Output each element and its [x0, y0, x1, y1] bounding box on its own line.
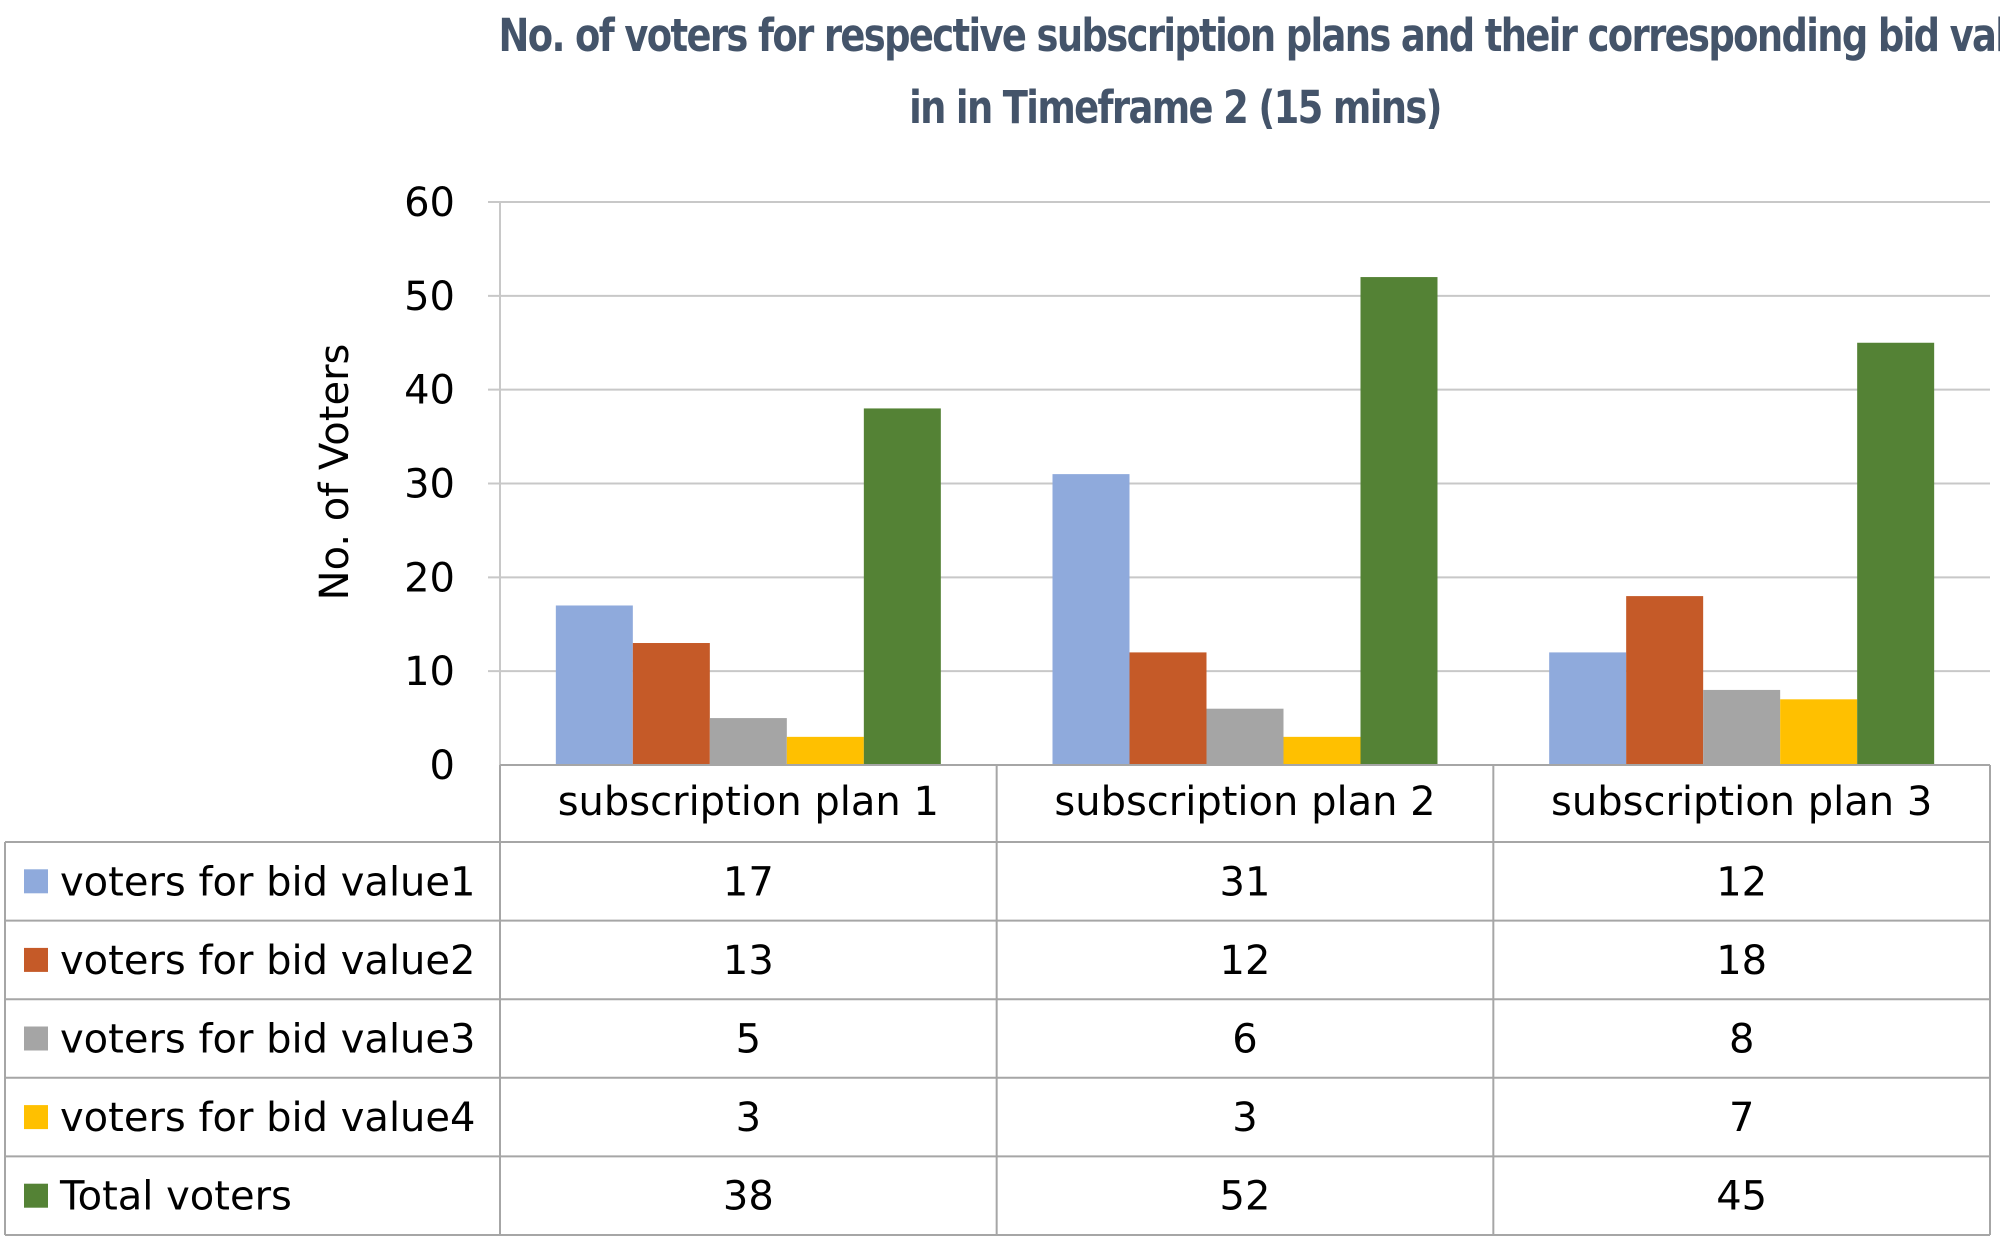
category-label: subscription plan 2 [1054, 779, 1435, 825]
data-label: 3 [736, 1095, 761, 1141]
data-label: 17 [723, 859, 774, 905]
y-tick-label: 0 [430, 743, 455, 789]
y-tick-label: 50 [404, 274, 455, 320]
bar [1857, 342, 1935, 765]
y-tick-label: 10 [404, 649, 455, 695]
data-table: subscription plan 1 subscription plan 2 su… [4, 764, 1991, 1236]
bar [1052, 474, 1130, 765]
bar [1703, 689, 1781, 765]
bar [1206, 708, 1284, 765]
series-name: Total voters [59, 1174, 292, 1220]
data-label: 38 [723, 1174, 774, 1220]
y-tick-label: 60 [404, 180, 455, 226]
chart-title-block: No. of voters for respective subscriptio… [498, 0, 2000, 144]
series-name: voters for bid value4 [60, 1095, 475, 1141]
data-label: 5 [736, 1017, 761, 1063]
bar [786, 736, 864, 765]
gridlines [488, 201, 1990, 765]
data-label: 7 [1729, 1095, 1754, 1141]
data-label: 12 [1716, 859, 1767, 905]
y-tick-label: 30 [404, 462, 455, 508]
bar [709, 718, 787, 765]
chart-subtitle: in in Timeframe 2 (15 mins) [909, 81, 1442, 134]
legend-swatch [24, 1183, 48, 1208]
bar [632, 643, 710, 765]
data-label: 18 [1716, 938, 1767, 984]
bar [1626, 596, 1704, 765]
y-tick-label: 20 [404, 555, 455, 601]
data-label: 13 [723, 938, 774, 984]
legend-swatch [24, 947, 48, 972]
bar [1780, 699, 1858, 765]
series-name: voters for bid value2 [60, 938, 475, 984]
bars [555, 277, 1935, 765]
category-label: subscription plan 1 [558, 779, 939, 825]
data-label: 6 [1232, 1017, 1257, 1063]
data-label: 45 [1716, 1174, 1767, 1220]
bar [1283, 736, 1361, 765]
legend-swatch [24, 1105, 48, 1130]
bar [1549, 652, 1627, 765]
bar [863, 408, 941, 765]
category-label: subscription plan 3 [1551, 779, 1932, 825]
data-label: 12 [1220, 938, 1271, 984]
legend-swatch [24, 869, 48, 894]
series-name: voters for bid value1 [60, 859, 475, 905]
y-axis-label: No. of Voters [312, 344, 358, 601]
bar [555, 605, 633, 765]
bar [1129, 652, 1207, 765]
y-tick-label: 40 [404, 368, 455, 414]
series-name: voters for bid value3 [60, 1017, 475, 1063]
data-label: 8 [1729, 1017, 1754, 1063]
bar [1360, 277, 1438, 765]
data-label: 31 [1220, 859, 1271, 905]
data-label: 3 [1232, 1095, 1257, 1141]
y-axis-ticks: 0 10 20 30 40 50 60 [404, 180, 455, 789]
legend-swatch [24, 1026, 48, 1051]
data-label: 52 [1220, 1174, 1271, 1220]
chart-title: No. of voters for respective subscriptio… [498, 9, 2000, 62]
